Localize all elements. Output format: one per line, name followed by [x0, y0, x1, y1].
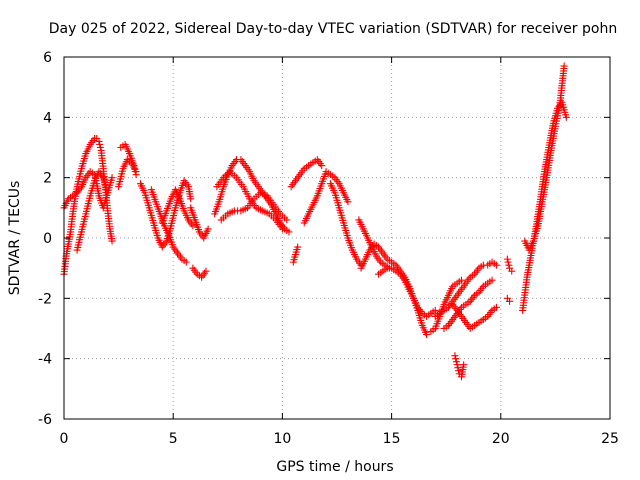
data-point: [505, 261, 513, 269]
data-point: [294, 243, 302, 251]
grid-lines: [64, 57, 610, 419]
data-point: [96, 144, 104, 151]
series-track-a: [60, 134, 116, 278]
series-track-i: [187, 204, 212, 242]
series-track-h: [158, 186, 197, 230]
data-point: [451, 352, 459, 360]
y-axis-title: SDTVAR / TECUs: [7, 181, 23, 296]
y-tick-label: 0: [43, 231, 52, 247]
data-point: [452, 358, 460, 366]
series-track-v: [431, 258, 500, 320]
series-track-c: [73, 168, 112, 254]
data-point: [488, 276, 496, 284]
data-point: [132, 168, 140, 176]
data-point: [285, 228, 293, 236]
data-point: [108, 237, 116, 245]
data-point: [508, 267, 516, 275]
x-tick-label: 10: [273, 431, 291, 447]
y-tick-label: -2: [38, 291, 52, 307]
chart-title: Day 025 of 2022, Sidereal Day-to-day VTE…: [49, 21, 617, 37]
series-track-aa: [503, 294, 514, 305]
series-track-o: [289, 243, 302, 266]
x-tick-label: 20: [492, 431, 510, 447]
data-point: [431, 306, 439, 314]
data-point: [506, 297, 514, 305]
data-point: [95, 137, 103, 145]
data-point: [202, 267, 210, 275]
series-track-y: [451, 352, 468, 381]
series-track-ac: [521, 62, 568, 254]
data-point: [204, 225, 212, 233]
series-track-m: [217, 189, 291, 224]
data-point: [562, 113, 570, 121]
data-point: [423, 331, 431, 339]
y-tick-label: 2: [43, 171, 52, 187]
data-point: [492, 303, 500, 311]
data-point: [278, 225, 286, 233]
data-point: [318, 162, 326, 170]
data-point: [187, 195, 195, 203]
data-point: [96, 140, 104, 148]
data-point: [503, 255, 511, 263]
data-points: [60, 62, 570, 381]
series-track-z: [503, 255, 516, 275]
series-track-t: [374, 264, 439, 320]
data-point: [460, 361, 468, 369]
data-point: [344, 198, 352, 206]
series-track-e: [115, 156, 140, 191]
y-tick-label: -6: [38, 412, 52, 428]
data-point: [560, 62, 568, 70]
data-point: [504, 258, 512, 266]
x-tick-label: 0: [60, 431, 69, 447]
axes: [63, 56, 611, 420]
series-track-l: [213, 168, 286, 233]
data-point: [457, 276, 465, 284]
series-track-w: [440, 276, 496, 332]
data-point: [454, 364, 462, 372]
data-point: [104, 189, 112, 197]
data-point: [189, 222, 197, 230]
data-point: [453, 361, 461, 369]
plot-frame: [63, 56, 611, 420]
data-point: [108, 174, 116, 182]
data-point: [182, 258, 190, 266]
x-tick-label: 15: [383, 431, 401, 447]
x-axis-title: GPS time / hours: [276, 459, 393, 475]
tick-labels: 0 5 10 15 20 25 -6 -4 -2 0 2 4 6: [38, 50, 619, 447]
y-tick-label: 6: [43, 50, 52, 66]
y-tick-label: -4: [38, 352, 52, 368]
data-point: [455, 367, 463, 375]
x-tick-label: 25: [601, 431, 619, 447]
series-track-j: [189, 264, 210, 281]
data-point: [452, 355, 460, 363]
series-track-n: [287, 156, 326, 191]
y-tick-label: 4: [43, 110, 52, 126]
series-track-x: [449, 300, 500, 332]
x-tick-label: 5: [169, 431, 178, 447]
series-track-p: [300, 168, 352, 227]
data-point: [492, 261, 500, 269]
data-point: [283, 216, 291, 224]
series-track-s: [357, 240, 431, 339]
